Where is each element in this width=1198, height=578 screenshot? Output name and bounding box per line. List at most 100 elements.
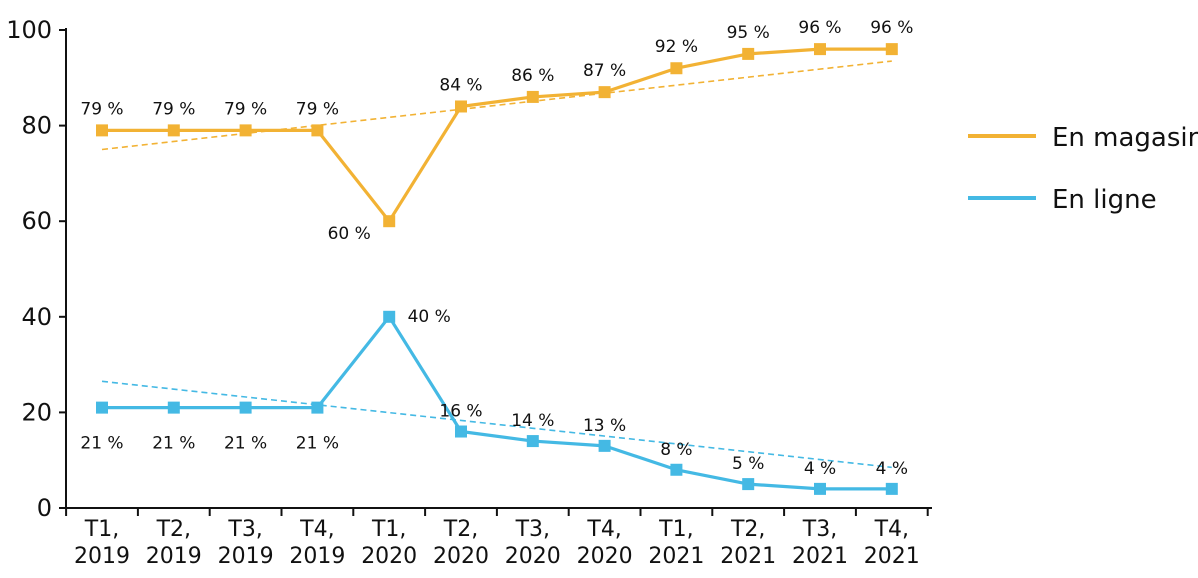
x-tick-label: T3, 2021 [792, 517, 848, 569]
data-label: 21 % [224, 434, 267, 454]
data-label: 14 % [511, 411, 554, 431]
data-point [526, 435, 539, 448]
data-point [167, 401, 180, 414]
series-line-0 [102, 47, 892, 223]
legend-label: En ligne [1052, 185, 1157, 215]
data-point [239, 401, 252, 414]
data-point [742, 478, 755, 491]
x-tick-label-line: 2020 [433, 544, 489, 569]
x-tick-label-line: 2019 [74, 544, 130, 569]
y-tick-label: 0 [37, 494, 52, 522]
y-tick-label: 20 [21, 398, 52, 426]
data-labels: 79 % 79 % 79 % 79 % 60 % 84 % 86 % 87 % 92 % 95 %… [80, 18, 913, 479]
data-label: 21 % [80, 434, 123, 454]
x-tick-label: T4, 2020 [577, 517, 633, 569]
x-tick-label-line: T2, [730, 517, 765, 542]
x-tick-label-line: T3, [227, 517, 262, 542]
data-points [96, 43, 898, 495]
x-tick-label-line: T1, [84, 517, 119, 542]
data-label: 79 % [296, 99, 339, 119]
data-point [742, 47, 755, 60]
x-tick-label: T3, 2020 [505, 517, 561, 569]
y-tick-label: 100 [6, 16, 52, 44]
data-label: 96 % [798, 18, 841, 38]
data-label: 5 % [732, 454, 764, 474]
data-label: 4 % [876, 459, 908, 479]
data-label: 60 % [328, 224, 371, 244]
x-tick-label: T2, 2019 [146, 517, 202, 569]
x-tick-label-line: T3, [515, 517, 550, 542]
x-tick-label: T3, 2019 [218, 517, 274, 569]
data-label: 8 % [660, 440, 692, 460]
y-tick-label: 60 [21, 207, 52, 235]
x-tick-label: T1, 2020 [361, 517, 417, 569]
data-label: 86 % [511, 66, 554, 86]
data-label: 79 % [152, 99, 195, 119]
data-label: 96 % [870, 18, 913, 38]
y-tick-label: 80 [21, 112, 52, 140]
x-tick-label-line: 2020 [577, 544, 633, 569]
data-point [311, 124, 324, 137]
x-tick-label-line: 2021 [864, 544, 920, 569]
x-tick-label-line: T2, [443, 517, 478, 542]
data-label: 21 % [296, 434, 339, 454]
data-label: 95 % [727, 23, 770, 43]
data-point [526, 90, 539, 103]
data-label: 92 % [655, 37, 698, 57]
x-tick-label: T4, 2021 [864, 517, 920, 569]
x-tick-label-line: T4, [586, 517, 621, 542]
trend-line-0 [101, 60, 892, 151]
data-label: 79 % [224, 99, 267, 119]
series-lines [102, 47, 892, 491]
x-tick-label-line: T1, [658, 517, 693, 542]
x-tick-label-line: 2020 [361, 544, 417, 569]
data-point [455, 425, 467, 438]
x-tick-label: T1, 2019 [74, 517, 130, 569]
data-label: 79 % [80, 99, 123, 119]
data-point [885, 43, 898, 56]
trend-lines [101, 60, 892, 469]
data-point [885, 482, 898, 495]
data-point [96, 124, 108, 137]
legend: En magasin En ligne [968, 123, 1198, 215]
data-point [598, 86, 611, 99]
legend-label: En magasin [1052, 123, 1198, 153]
data-label: 21 % [152, 434, 195, 454]
x-tick-label-line: 2019 [289, 544, 345, 569]
data-point [670, 62, 683, 75]
x-tick-label-line: 2021 [720, 544, 776, 569]
data-point [455, 100, 467, 113]
y-tick-label: 40 [21, 303, 52, 331]
data-point [383, 310, 396, 323]
x-tick-label-line: 2019 [218, 544, 274, 569]
series-line-1 [102, 315, 892, 491]
data-label: 4 % [804, 459, 836, 479]
data-label: 40 % [408, 307, 451, 327]
x-tick-label: T2, 2021 [720, 517, 776, 569]
data-label: 13 % [583, 416, 626, 436]
x-tick-label-line: 2021 [792, 544, 848, 569]
data-label: 16 % [439, 402, 482, 422]
data-point [598, 439, 611, 452]
data-point [814, 482, 826, 495]
data-label: 87 % [583, 61, 626, 81]
trend-line-1 [101, 380, 892, 469]
data-point [239, 124, 252, 137]
data-label: 84 % [439, 75, 482, 95]
data-point [670, 463, 683, 476]
x-tick-label-line: 2019 [146, 544, 202, 569]
x-tick-label-line: T4, [299, 517, 334, 542]
x-tick-label-line: T2, [156, 517, 191, 542]
x-tick-label: T1, 2021 [648, 517, 704, 569]
x-tick-label-line: T3, [802, 517, 837, 542]
x-tick-label: T4, 2019 [289, 517, 345, 569]
x-tick-label-line: 2020 [505, 544, 561, 569]
data-point [167, 124, 180, 137]
data-point [96, 401, 108, 414]
x-tick-label: T2, 2020 [433, 517, 489, 569]
x-tick-label-line: 2021 [648, 544, 704, 569]
data-point [311, 401, 324, 414]
x-tick-label-line: T1, [371, 517, 406, 542]
